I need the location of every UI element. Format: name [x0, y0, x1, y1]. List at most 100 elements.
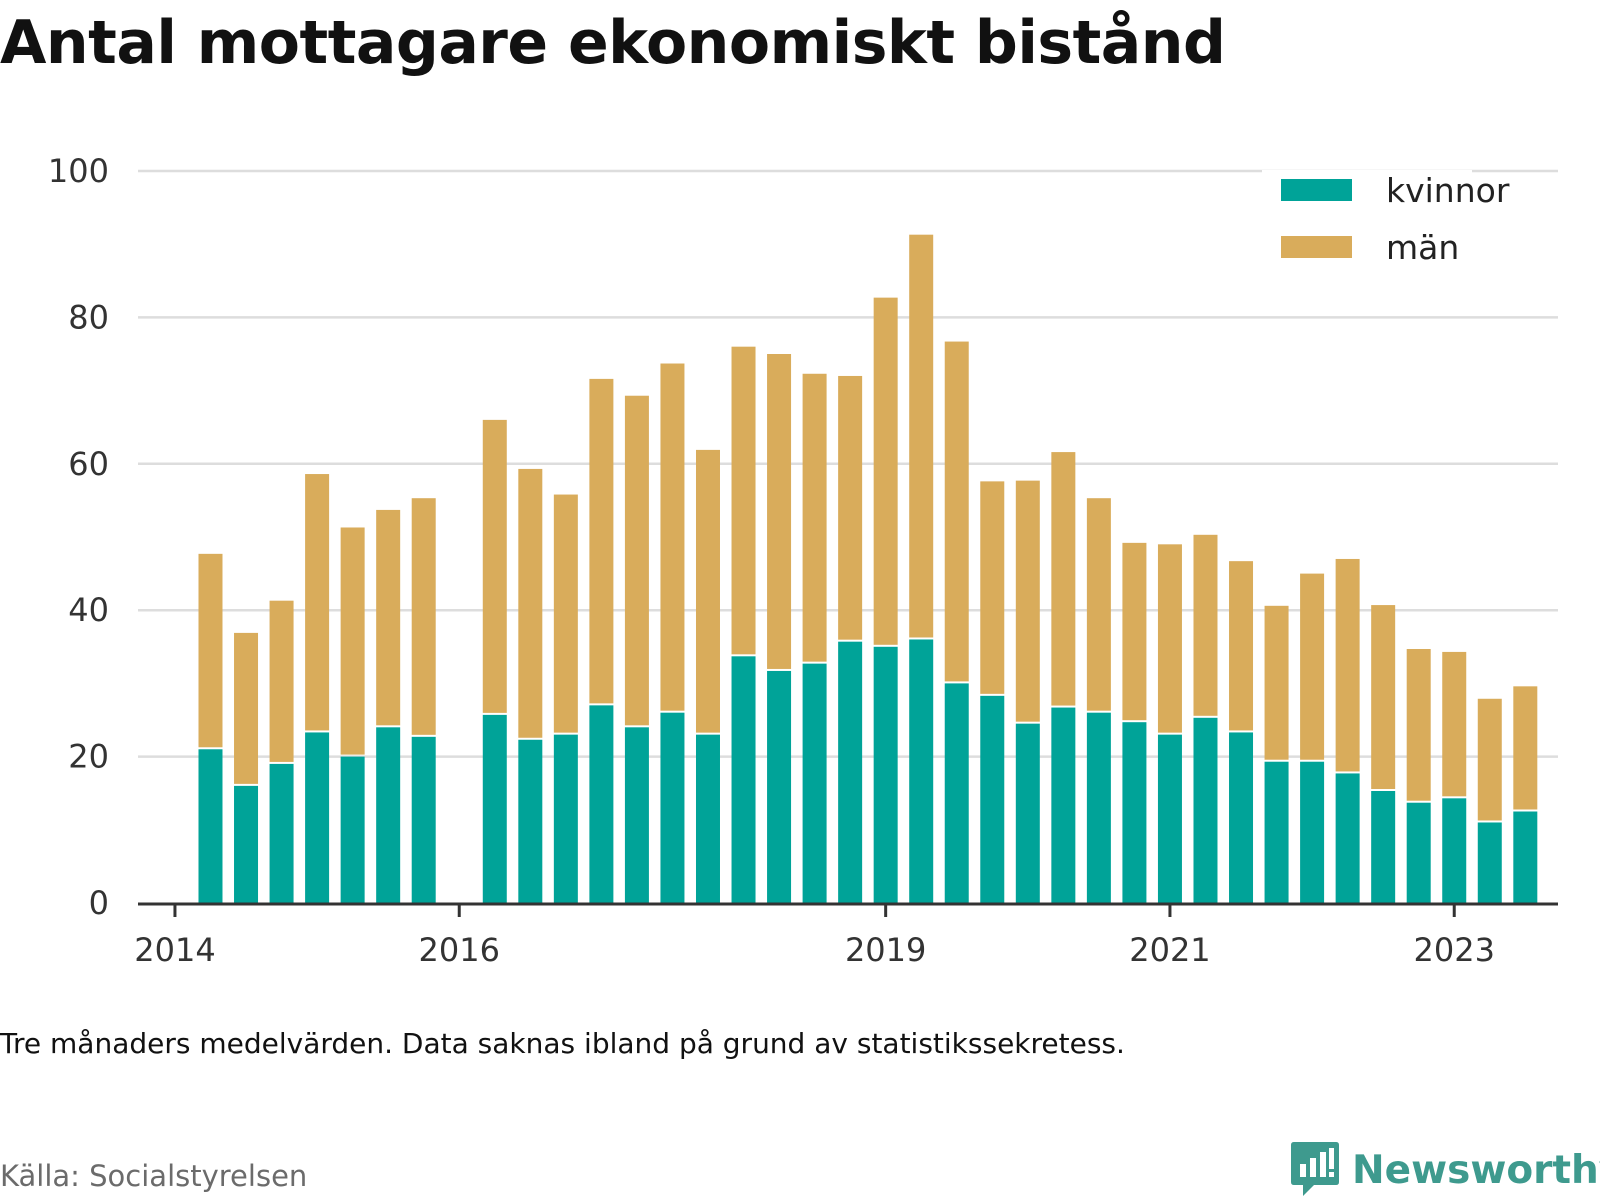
bar-kvinnor	[1300, 761, 1325, 903]
brand-name: Newsworthy	[1352, 1147, 1600, 1193]
bar-kvinnor	[1015, 723, 1040, 903]
bar-man	[1122, 542, 1147, 721]
bar-man	[1015, 480, 1040, 722]
bar-man	[234, 632, 259, 784]
bar-kvinnor	[1406, 802, 1431, 903]
bar-kvinnor	[411, 736, 436, 903]
bar-man	[1442, 651, 1467, 797]
y-tick-label: 0	[89, 884, 109, 922]
bar-kvinnor	[838, 641, 863, 903]
bar-kvinnor	[695, 734, 720, 903]
bar-man	[695, 449, 720, 733]
bar-kvinnor	[1513, 811, 1538, 903]
legend-label-man: män	[1386, 228, 1459, 267]
bar-man	[731, 346, 756, 655]
x-tick-label: 2021	[1129, 931, 1210, 969]
bar-man	[838, 375, 863, 640]
bar-man	[589, 378, 614, 704]
bar-man	[411, 498, 436, 735]
bar-man	[305, 474, 330, 731]
chart-title: Antal mottagare ekonomiskt bistånd	[0, 8, 1226, 78]
bar-man	[1229, 561, 1254, 731]
bar-kvinnor	[198, 749, 223, 903]
y-tick-label: 60	[68, 445, 109, 483]
bar-man	[1157, 544, 1182, 733]
x-tick-label: 2019	[845, 931, 926, 969]
x-axis	[138, 902, 1558, 917]
newsworthy-logo-icon	[1291, 1142, 1339, 1196]
bar-kvinnor	[269, 763, 294, 903]
bar-kvinnor	[1229, 732, 1254, 903]
bar-man	[944, 341, 969, 682]
bar-kvinnor	[305, 732, 330, 903]
bar-kvinnor	[873, 646, 898, 903]
bar-man	[980, 481, 1005, 694]
bar-man	[660, 363, 685, 711]
brand-logo: Newsworthy	[1290, 1140, 1600, 1200]
y-tick-label: 80	[68, 298, 109, 336]
legend: kvinnor män	[1262, 170, 1510, 274]
bar-kvinnor	[980, 695, 1005, 903]
y-tick-label: 100	[48, 152, 109, 190]
y-tick-label: 20	[68, 738, 109, 776]
bar-kvinnor	[518, 739, 543, 903]
bar-man	[909, 234, 934, 638]
bar-kvinnor	[1264, 761, 1289, 903]
x-tick-label: 2023	[1414, 931, 1495, 969]
bar-man	[269, 600, 294, 762]
bar-man	[1193, 534, 1218, 716]
bar-man	[376, 509, 401, 726]
bar-kvinnor	[660, 712, 685, 903]
bar-man	[1086, 498, 1111, 711]
bar-kvinnor	[731, 656, 756, 903]
legend-label-kvinnor: kvinnor	[1386, 171, 1510, 210]
chart-note: Tre månaders medelvärden. Data saknas ib…	[0, 1027, 1125, 1060]
bar-kvinnor	[767, 670, 792, 903]
bar-man	[624, 395, 649, 726]
y-axis-tick-labels: 0 20 40 60 80 100	[48, 152, 109, 922]
bar-man	[1051, 452, 1076, 706]
bar-man	[1406, 648, 1431, 801]
y-tick-label: 40	[68, 591, 109, 629]
bar-kvinnor	[553, 734, 578, 903]
x-tick-label: 2014	[134, 931, 215, 969]
bar-man	[1513, 686, 1538, 810]
bar-kvinnor	[944, 683, 969, 903]
bars	[198, 234, 1538, 903]
x-axis-tick-labels: 2014 2016 2019 2021 2023	[134, 931, 1495, 969]
bar-kvinnor	[340, 756, 365, 903]
bar-man	[1300, 573, 1325, 760]
bar-kvinnor	[1371, 791, 1396, 903]
legend-swatch-kvinnor	[1281, 179, 1352, 201]
bar-kvinnor	[1157, 734, 1182, 903]
bar-man	[873, 297, 898, 645]
bar-kvinnor	[234, 785, 259, 903]
bar-man	[1371, 605, 1396, 790]
bar-man	[802, 373, 827, 662]
bar-man	[198, 553, 223, 748]
bar-kvinnor	[482, 714, 507, 903]
bar-kvinnor	[1442, 798, 1467, 903]
bar-man	[1477, 698, 1502, 821]
x-tick-label: 2016	[419, 931, 500, 969]
bar-kvinnor	[376, 727, 401, 903]
bar-kvinnor	[1086, 712, 1111, 903]
bar-man	[482, 419, 507, 713]
bar-kvinnor	[1477, 822, 1502, 903]
bar-kvinnor	[1193, 717, 1218, 903]
bar-man	[553, 494, 578, 733]
bar-kvinnor	[624, 727, 649, 903]
bar-kvinnor	[1051, 707, 1076, 903]
bar-man	[340, 527, 365, 755]
legend-swatch-man	[1281, 236, 1352, 258]
bar-man	[518, 468, 543, 738]
bar-kvinnor	[1335, 773, 1360, 903]
bar-kvinnor	[802, 663, 827, 903]
bar-man	[767, 354, 792, 669]
bar-kvinnor	[589, 705, 614, 903]
bar-man	[1335, 558, 1360, 772]
bar-kvinnor	[909, 639, 934, 903]
bar-kvinnor	[1122, 722, 1147, 903]
bar-man	[1264, 605, 1289, 760]
source-label: Källa: Socialstyrelsen	[0, 1159, 308, 1193]
